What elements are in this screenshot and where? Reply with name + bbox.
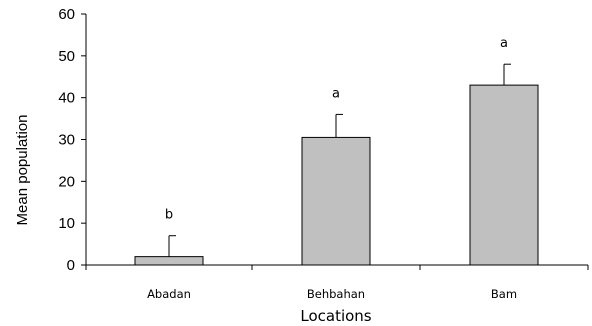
y-tick-label: 50 xyxy=(58,48,75,65)
x-tick-label: Bam xyxy=(491,287,517,301)
significance-letter: a xyxy=(500,36,508,51)
y-tick-label: 60 xyxy=(58,6,75,23)
significance-letter: a xyxy=(332,86,340,101)
y-tick-label: 0 xyxy=(67,257,75,274)
y-tick-label: 30 xyxy=(58,132,75,149)
y-tick-label: 40 xyxy=(58,90,75,107)
significance-labels: b a a xyxy=(165,36,508,223)
significance-letter: b xyxy=(165,208,173,223)
x-axis-title: Locations xyxy=(300,307,371,325)
bar-bam xyxy=(469,84,539,266)
y-tick-label: 20 xyxy=(58,173,75,190)
y-tick-label: 10 xyxy=(58,215,75,232)
x-tick-label: Abadan xyxy=(147,287,191,301)
y-axis: 0 10 20 30 40 50 60 xyxy=(58,6,87,274)
bars-group xyxy=(134,84,539,266)
error-bars-group xyxy=(168,63,511,257)
x-tick-label: Behbahan xyxy=(307,287,365,301)
y-axis-title: Mean population xyxy=(14,115,31,226)
x-axis: Abadan Behbahan Bam xyxy=(85,264,589,301)
bar-abadan xyxy=(134,256,204,266)
bar-behbahan xyxy=(301,136,371,266)
